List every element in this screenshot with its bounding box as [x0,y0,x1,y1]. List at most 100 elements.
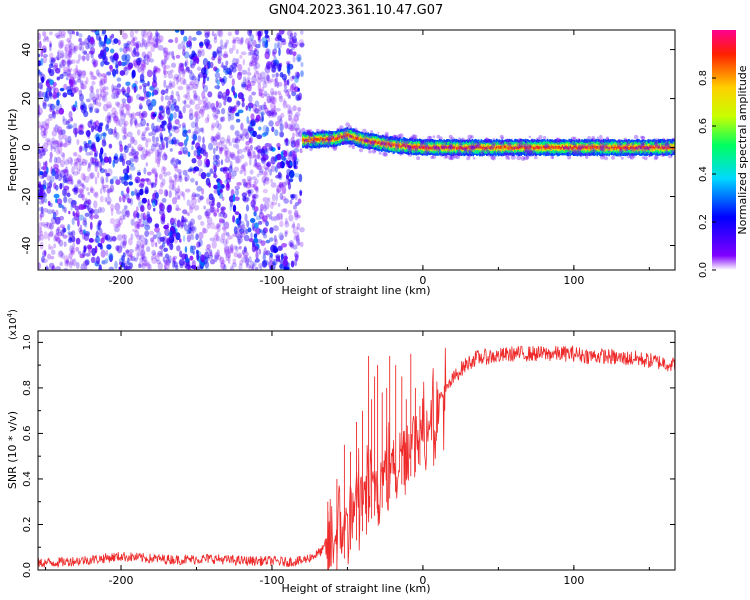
spectrogram-ridge-cell [433,146,436,150]
spectrogram-cell [152,192,157,200]
spectrogram-cell [129,40,136,47]
spectrogram-cell [125,47,130,52]
spectrogram-cell [165,258,171,266]
spectrogram-halo-cell [665,148,668,152]
spectrogram-ridge-cell [555,146,558,149]
spectrogram-cell [141,67,145,75]
spectrogram-cell [163,55,168,63]
spectrogram-cell [112,176,119,181]
spectrogram-cell [202,136,205,144]
spectrogram-halo-cell [370,140,375,145]
spectrogram-cell [44,250,47,257]
spectrogram-halo-cell [670,141,674,145]
spectrogram-cell [164,136,168,142]
spectrogram-cell [250,39,253,47]
spectrogram-cell [137,248,142,257]
spectrogram-cell [167,73,174,79]
spectrogram-cell [58,239,64,247]
spectrogram-cell [233,62,239,68]
spectrogram-halo-cell [664,143,670,148]
spectrogram-halo-cell [469,145,473,149]
spectrogram-cell [271,201,278,206]
spectrogram-halo-cell [550,155,554,159]
x-tick-label: -100 [259,274,284,287]
spectrogram-cell [240,154,245,159]
spectrogram-halo-cell [462,147,466,150]
spectrogram-cell [200,220,205,227]
spectrogram-cell [215,231,219,237]
spectrogram-ridge-cell [412,145,415,149]
spectrogram-halo-cell [641,141,646,146]
spectrogram-cell [106,71,112,76]
spectrogram-cell [189,81,195,86]
spectrogram-cell [172,55,176,61]
spectrogram-cell [211,240,217,249]
spectrogram-cell [129,165,136,171]
spectrogram-cell [130,113,135,121]
spectrogram-ridge-cell [640,145,643,149]
spectrogram-halo-cell [664,141,669,146]
spectrogram-cell [220,238,225,244]
spectrogram-halo-cell [444,142,448,146]
spectrogram-cell [122,32,128,40]
spectrogram-cell [189,203,195,210]
spectrogram-cell [178,172,182,181]
spectrogram-cell [65,120,70,126]
spectrogram-cell [172,257,176,263]
spectrogram-cell [47,78,52,82]
spectrogram-halo-cell [345,127,348,130]
spectrogram-cell [67,59,73,65]
spectrogram-cell [38,200,43,205]
spectrogram-ridge-cell [552,145,554,149]
spectrogram-cell [155,38,162,45]
spectrogram-ridge-cell [579,146,581,149]
spectrogram-cell [276,81,279,89]
spectrogram-cell [89,37,95,45]
spectrogram-cell [105,124,109,131]
spectrogram-cell [273,55,277,65]
spectrogram-ridge-cell [619,146,621,150]
spectrogram-cell [114,202,121,211]
spectrogram-ridge-cell [356,137,359,140]
spectrogram-cell [264,176,270,182]
spectrogram-cell [100,249,106,258]
spectrogram-cell [185,104,191,109]
spectrogram-cell [133,42,140,47]
spectrogram-ridge-cell [663,146,666,149]
spectrogram-cell [269,102,276,110]
spectrogram-cell [182,209,188,215]
spectrogram-cell [167,204,172,210]
spectrogram-cell [94,176,98,185]
spectrogram-cell [122,168,129,175]
spectrogram-halo-cell [395,144,399,148]
spectrogram-ridge-cell [563,146,566,150]
spectrogram-ridge-cell [581,146,583,150]
spectrogram-halo-cell [641,156,645,159]
spectrogram-cell [195,233,199,241]
spectrogram-cell [200,254,205,263]
spectrogram-cell [268,120,274,127]
spectrogram-cell [220,262,226,270]
spectrogram-cell [296,222,301,230]
spectrogram-cell [79,253,85,259]
spectrogram-cell [131,38,135,44]
spectrogram-cell [254,159,258,165]
spectrogram-cell [87,163,91,169]
spectrogram-halo-cell [398,133,404,139]
spectrogram-cell [109,65,114,73]
spectrogram-cell [73,45,77,54]
spectrogram-cell [168,82,173,90]
spectrogram-ridge-cell [576,146,579,150]
spectrogram-ridge-cell [455,145,457,149]
spectrogram-cell [296,94,299,101]
spectrogram-cell [225,150,232,159]
spectrogram-cell [49,175,55,183]
spectrogram-cell [218,147,223,155]
spectrogram-cell [111,88,118,95]
spectrogram-halo-cell [327,137,332,142]
spectrogram-halo-cell [457,139,460,143]
spectrogram-halo-cell [629,155,635,160]
spectrogram-halo-cell [624,139,629,143]
spectrogram-cell [158,115,164,121]
spectrogram-cell [158,35,164,43]
